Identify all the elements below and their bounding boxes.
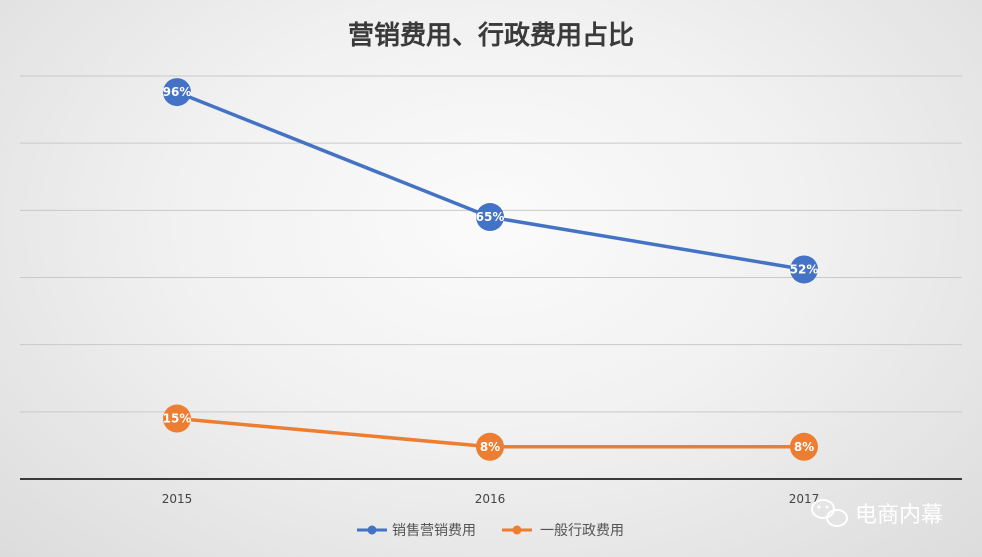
x-tick-label: 2017 bbox=[789, 492, 820, 506]
series-group: 96% 65% 52% 15% 8% 8% bbox=[163, 78, 819, 461]
legend-swatch-marker bbox=[367, 525, 377, 535]
data-label: 15% bbox=[163, 412, 192, 426]
series-line bbox=[176, 90, 805, 272]
legend-label: 销售营销费用 bbox=[392, 523, 476, 539]
legend: 销售营销费用 一般行政费用 bbox=[357, 523, 624, 539]
x-tick-label: 2015 bbox=[162, 492, 193, 506]
data-point bbox=[476, 432, 504, 461]
x-axis-ticks: 2015 2016 2017 bbox=[162, 492, 820, 506]
watermark: 电商内幕 bbox=[811, 499, 943, 528]
legend-label: 一般行政费用 bbox=[540, 523, 624, 539]
data-point bbox=[476, 203, 504, 232]
data-label: 96% bbox=[163, 85, 192, 99]
data-label: 8% bbox=[480, 440, 500, 454]
wechat-icon bbox=[811, 499, 848, 527]
chart-title: 营销费用、行政费用占比 bbox=[348, 20, 634, 51]
gridlines bbox=[20, 75, 962, 413]
x-tick-label: 2016 bbox=[475, 492, 506, 506]
data-label: 52% bbox=[790, 262, 819, 276]
data-label: 8% bbox=[794, 440, 814, 454]
watermark-text: 电商内幕 bbox=[855, 503, 943, 528]
legend-swatch-marker bbox=[512, 525, 522, 535]
data-point bbox=[163, 404, 191, 433]
data-point bbox=[790, 255, 818, 284]
data-point bbox=[790, 432, 818, 461]
data-label: 65% bbox=[476, 210, 505, 224]
data-point bbox=[163, 78, 191, 107]
